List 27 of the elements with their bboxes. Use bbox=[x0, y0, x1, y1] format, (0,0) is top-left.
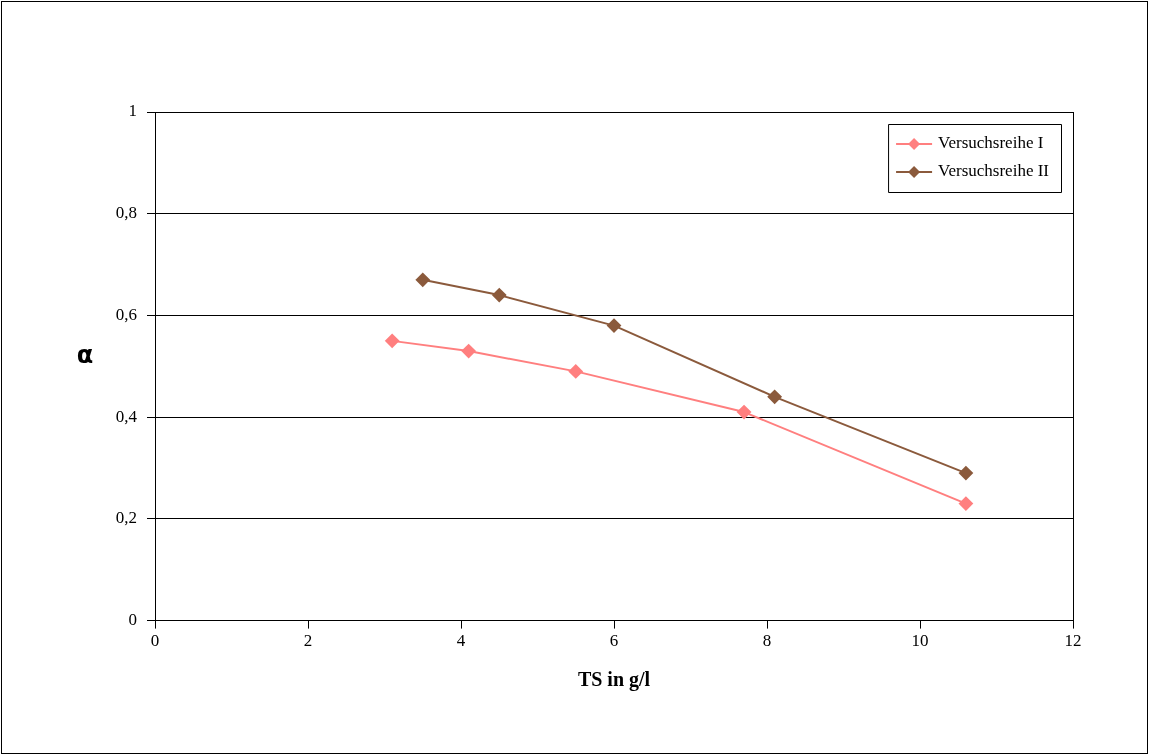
point bbox=[568, 364, 583, 379]
point bbox=[492, 288, 507, 303]
point bbox=[415, 272, 430, 287]
point bbox=[767, 389, 782, 404]
point bbox=[737, 405, 752, 420]
legend-label: Versuchsreihe I bbox=[938, 133, 1044, 153]
legend-label: Versuchsreihe II bbox=[938, 161, 1050, 181]
x-tick-label: 12 bbox=[1064, 631, 1082, 651]
y-tick-label: 0,6 bbox=[115, 304, 137, 324]
x-tick-label: 10 bbox=[911, 631, 929, 651]
point bbox=[461, 344, 476, 359]
point bbox=[607, 318, 621, 333]
y-tick-label: 0,4 bbox=[115, 406, 138, 426]
x-tick-label: 4 bbox=[456, 631, 466, 651]
point bbox=[958, 496, 973, 511]
x-tick-label: 2 bbox=[303, 631, 313, 651]
x-tick-label: 0 bbox=[150, 631, 160, 651]
x-tick-label: 6 bbox=[609, 631, 619, 651]
y-axis-title: α bbox=[76, 340, 94, 369]
y-tick-label: 0 bbox=[128, 610, 137, 630]
y-tick-label: 1 bbox=[128, 101, 137, 121]
y-tick-label: 0,8 bbox=[115, 203, 137, 223]
point bbox=[385, 333, 400, 348]
x-axis-title: TS in g/l bbox=[577, 668, 651, 692]
y-tick-label: 0,2 bbox=[115, 508, 137, 528]
point bbox=[958, 466, 973, 481]
x-tick-label: 8 bbox=[762, 631, 772, 651]
